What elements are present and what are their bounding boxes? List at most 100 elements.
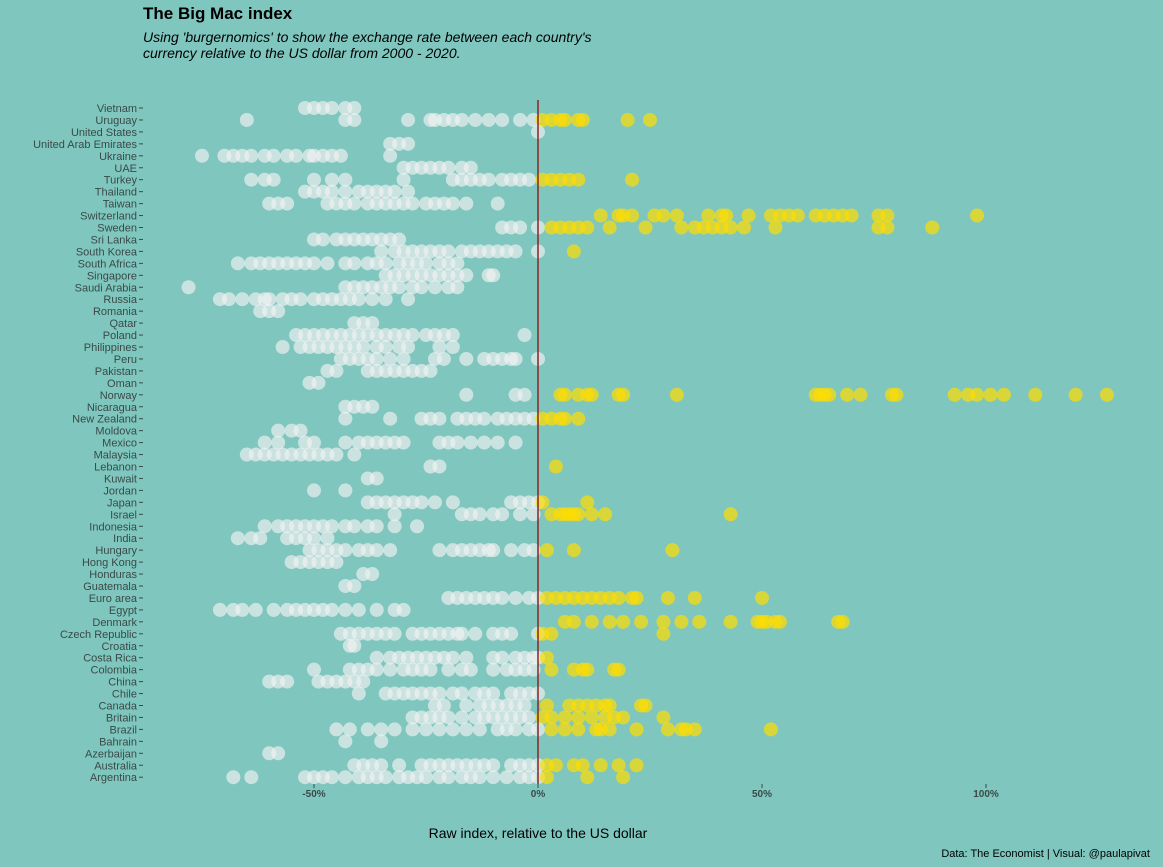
y-tick-label: Philippines [84,342,138,354]
data-point-norway [1099,387,1114,402]
data-point-turkey [338,172,353,187]
x-tick-label: 100% [973,789,999,800]
data-point-canada [517,698,532,713]
data-point-uruguay [513,112,528,127]
y-tick-label: Thailand [95,187,137,199]
data-point-croatia [347,638,362,653]
data-point-taiwan [280,196,295,211]
data-point-poland [405,328,420,343]
data-point-switzerland [741,208,756,223]
y-tick-label: Euro area [89,593,138,605]
data-point-denmark [723,614,738,629]
data-point-south-africa [230,256,245,271]
data-point-czech-republic [387,626,402,641]
data-point-sri-lanka [315,232,330,247]
data-point-uruguay [468,112,483,127]
data-point-hungary [369,543,384,558]
data-point-sweden [674,220,689,235]
data-point-brazil [763,722,778,737]
data-point-israel [571,507,586,522]
y-tick-label: Taiwan [103,199,137,211]
y-tick-label: Japan [107,497,137,509]
data-point-peru [396,351,411,366]
data-point-malaysia [329,447,344,462]
data-point-canada [459,698,474,713]
data-point-brazil [602,722,617,737]
data-point-norway [889,387,904,402]
data-point-canada [602,698,617,713]
y-tick-label: UAE [114,163,137,175]
data-point-switzerland [970,208,985,223]
data-point-norway [853,387,868,402]
data-point-egypt [324,602,339,617]
y-tick-label: Chile [112,689,137,701]
data-point-south-africa [378,256,393,271]
y-tick-label: Bahrain [99,736,137,748]
data-point-thailand [324,184,339,199]
chart-title: The Big Mac index [143,4,293,23]
data-point-peru [369,351,384,366]
data-point-israel [513,507,528,522]
data-point-mexico [450,435,465,450]
y-tick-label: Canada [98,701,137,713]
y-tick-label: Uruguay [95,115,137,127]
data-point-malaysia [347,447,362,462]
data-point-costa-rica [459,650,474,665]
data-point-mexico [490,435,505,450]
data-point-turkey [266,172,281,187]
data-point-kuwait [369,471,384,486]
data-point-hungary [504,543,519,558]
y-tick-label: Brazil [109,724,137,736]
data-point-philippines [356,340,371,354]
y-tick-label: New Zealand [72,414,137,426]
data-point-vietnam [347,101,362,115]
y-tick-label: China [108,677,138,689]
y-tick-label: India [113,533,138,545]
data-point-new-zealand [383,411,398,426]
data-point-norway [947,387,962,402]
data-point-bahrain [374,734,389,749]
data-point-czech-republic [454,626,469,641]
data-point-switzerland [701,208,716,223]
data-point-denmark [584,614,599,629]
data-point-britain [522,710,537,725]
data-point-egypt [338,602,353,617]
data-point-israel [526,507,541,522]
data-point-canada [638,698,653,713]
data-point-new-zealand [432,411,447,426]
data-point-romania [271,304,286,319]
y-tick-label: Argentina [90,772,138,784]
data-point-uae [441,160,456,175]
data-point-russia [351,292,366,307]
data-point-argentina [499,770,514,785]
data-point-euro-area [611,590,626,605]
data-point-czech-republic [504,626,519,641]
data-point-turkey [396,172,411,187]
y-tick-label: Switzerland [80,211,137,223]
data-point-brazil [544,722,559,737]
data-point-uruguay [481,112,496,127]
data-point-uruguay [401,112,416,127]
y-tick-label: Jordan [103,485,137,497]
data-point-euro-area [508,590,523,605]
data-point-pakistan [423,363,438,378]
data-point-egypt [396,602,411,617]
data-point-colombia [463,662,478,677]
data-point-britain [656,710,671,725]
x-tick-label: 50% [752,789,772,800]
data-point-euro-area [495,590,510,605]
y-tick-label: Sweden [97,223,137,235]
data-point-ukraine [244,148,259,163]
data-point-argentina [324,770,339,785]
data-point-denmark [656,614,671,629]
data-point-brazil [387,722,402,737]
data-point-lebanon [432,459,447,474]
y-tick-label: Britain [106,712,137,724]
data-point-norway [517,387,532,402]
data-point-russia [235,292,250,307]
data-point-russia [262,292,277,307]
data-point-turkey [244,172,259,187]
data-point-philippines [445,340,460,354]
data-point-switzerland [669,208,684,223]
data-point-colombia [383,662,398,677]
